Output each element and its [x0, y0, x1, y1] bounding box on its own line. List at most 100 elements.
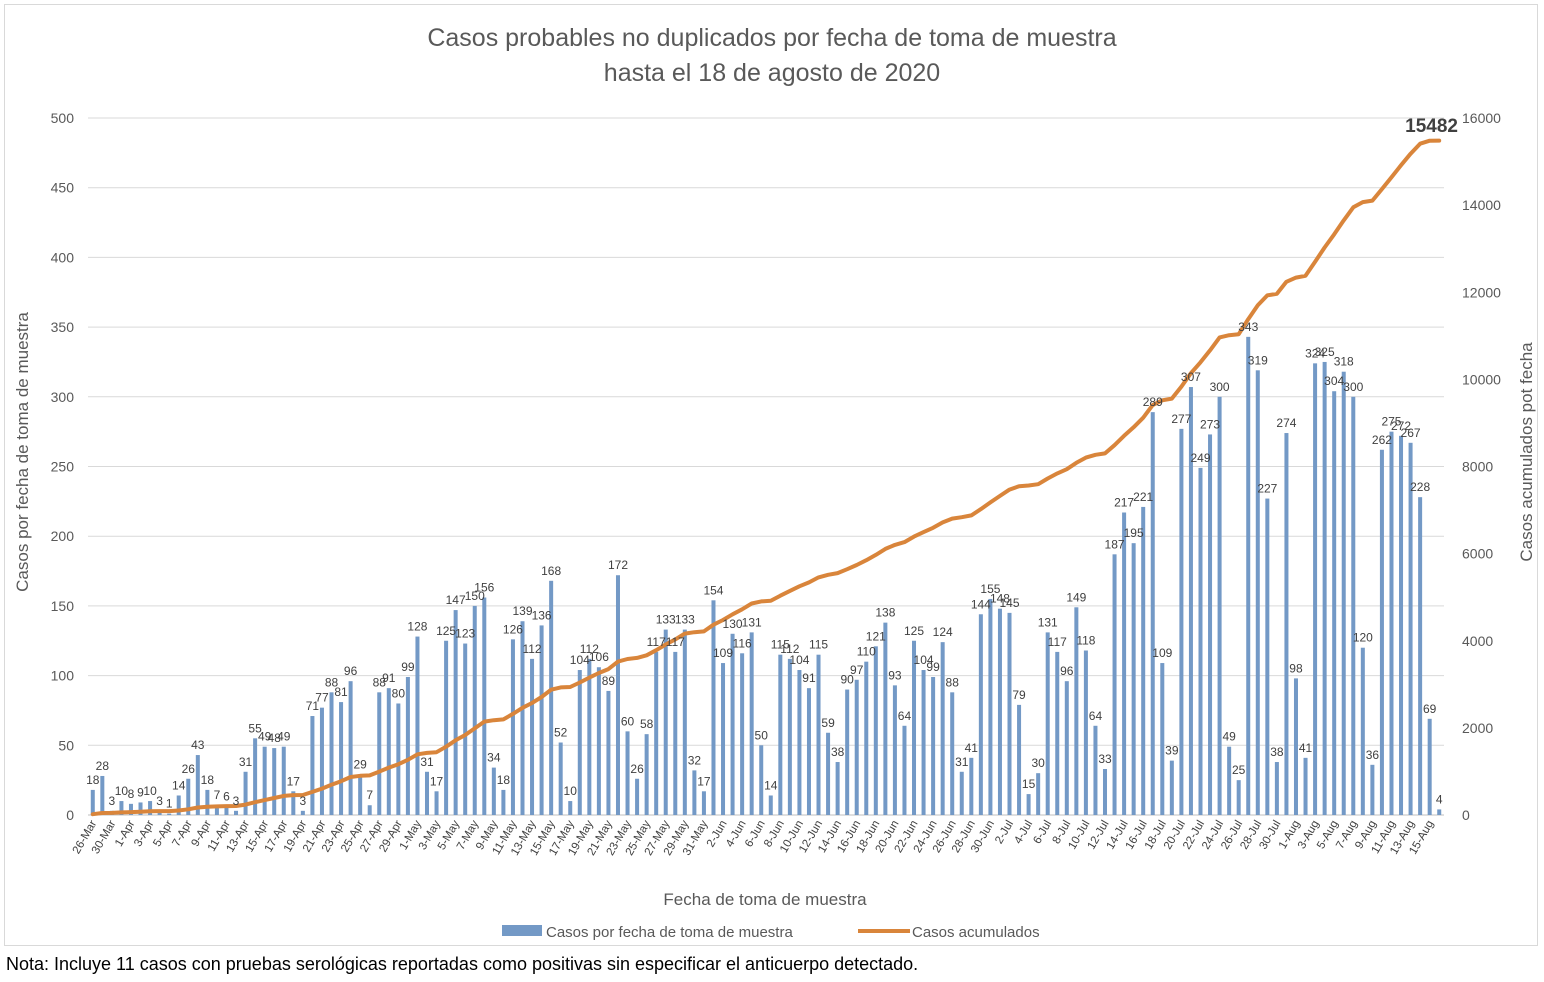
y-tick-label: 0	[66, 807, 74, 823]
bar	[100, 775, 105, 815]
legend-bar-label: Casos por fecha de toma de muestra	[546, 924, 793, 941]
bar	[759, 745, 764, 815]
chart-frame	[4, 4, 1538, 946]
bar-data-label: 139	[512, 604, 532, 618]
bar	[253, 738, 258, 815]
bar	[883, 622, 888, 815]
chart-title-line-2: hasta el 18 de agosto de 2020	[604, 59, 940, 87]
bar	[692, 770, 697, 815]
y2-tick-label: 16000	[1462, 110, 1501, 126]
bar	[568, 801, 573, 815]
bar-data-label: 131	[742, 615, 762, 629]
bar-data-label: 304	[1324, 374, 1344, 388]
bar	[434, 791, 439, 815]
bar-data-label: 64	[1089, 709, 1103, 723]
bar-data-label: 104	[789, 653, 809, 667]
bar	[128, 803, 133, 815]
bar	[835, 762, 840, 815]
y2-tick-label: 2000	[1462, 720, 1493, 736]
bar	[300, 810, 305, 815]
bar-data-label: 136	[532, 608, 552, 622]
y2-tick-label: 8000	[1462, 459, 1493, 475]
bar-data-label: 144	[971, 597, 991, 611]
bar	[826, 732, 831, 815]
bar-data-label: 148	[990, 592, 1010, 606]
bar-data-label: 50	[755, 728, 769, 742]
bar	[501, 789, 506, 815]
bar	[1389, 431, 1394, 815]
bar-data-label: 131	[1038, 615, 1058, 629]
bar	[1427, 718, 1432, 815]
bar-data-label: 324	[1305, 346, 1325, 360]
bar	[1265, 498, 1270, 815]
bar-data-label: 168	[541, 564, 561, 578]
bar	[530, 658, 535, 815]
bar	[1208, 434, 1213, 815]
bar-data-label: 29	[353, 758, 367, 772]
bar-data-label: 262	[1372, 433, 1392, 447]
bar-data-label: 30	[1031, 756, 1045, 770]
bar	[405, 676, 410, 815]
bar-data-label: 300	[1210, 380, 1230, 394]
bar	[1341, 371, 1346, 815]
bar	[1141, 506, 1146, 815]
bar-data-label: 126	[503, 622, 523, 636]
bar-data-label: 130	[723, 617, 743, 631]
bar-data-label: 172	[608, 558, 628, 572]
bar	[1379, 449, 1384, 815]
bar-data-label: 227	[1257, 482, 1277, 496]
bar-data-label: 49	[1222, 730, 1236, 744]
bar	[214, 805, 219, 815]
bar	[797, 670, 802, 815]
bar	[1255, 370, 1260, 815]
bar	[291, 791, 296, 815]
bar	[319, 707, 324, 815]
bar	[1217, 396, 1222, 815]
bar	[940, 642, 945, 815]
y2-tick-label: 14000	[1462, 197, 1501, 213]
bar-data-label: 128	[407, 620, 427, 634]
bar	[892, 685, 897, 815]
bar	[148, 801, 153, 815]
bar-data-label: 319	[1248, 353, 1268, 367]
bar-data-label: 104	[570, 653, 590, 667]
bar-data-label: 1	[166, 797, 173, 811]
y-tick-label: 350	[51, 319, 75, 335]
bar	[444, 640, 449, 815]
bar-data-label: 41	[965, 741, 979, 755]
bar-data-label: 277	[1171, 412, 1191, 426]
bar-data-label: 217	[1114, 496, 1134, 510]
bar-data-label: 343	[1238, 320, 1258, 334]
bar-data-label: 48	[268, 731, 282, 745]
y-tick-label: 250	[51, 459, 75, 475]
bar-data-label: 124	[933, 625, 953, 639]
bar	[348, 681, 353, 815]
bar-data-label: 39	[1165, 744, 1179, 758]
bar-data-label: 98	[1289, 661, 1303, 675]
y2-tick-label: 4000	[1462, 633, 1493, 649]
bar	[234, 810, 239, 815]
bar	[463, 643, 468, 815]
bar-data-label: 31	[420, 755, 434, 769]
y-tick-label: 150	[51, 598, 75, 614]
bar	[988, 598, 993, 815]
bar-data-label: 145	[999, 596, 1019, 610]
bar-data-label: 221	[1133, 490, 1153, 504]
bar	[1074, 607, 1079, 815]
bar	[1083, 650, 1088, 815]
y-tick-label: 100	[51, 668, 75, 684]
final-cumulative-label: 15482	[1405, 116, 1458, 137]
bar	[1293, 678, 1298, 815]
bar-data-label: 10	[143, 784, 157, 798]
bar	[453, 610, 458, 815]
bar	[1351, 396, 1356, 815]
bar-data-label: 32	[688, 753, 702, 767]
bar	[606, 690, 611, 815]
bar-data-label: 31	[955, 755, 969, 769]
bar	[587, 658, 592, 815]
bar	[1437, 809, 1442, 815]
bar	[329, 692, 334, 815]
bar	[1188, 387, 1193, 815]
y2-axis-ticks: 0 2000 4000 6000 8000 10000 12000 14000 16000	[1462, 110, 1501, 823]
legend: Casos por fecha de toma de muestra Casos…	[502, 924, 1040, 941]
